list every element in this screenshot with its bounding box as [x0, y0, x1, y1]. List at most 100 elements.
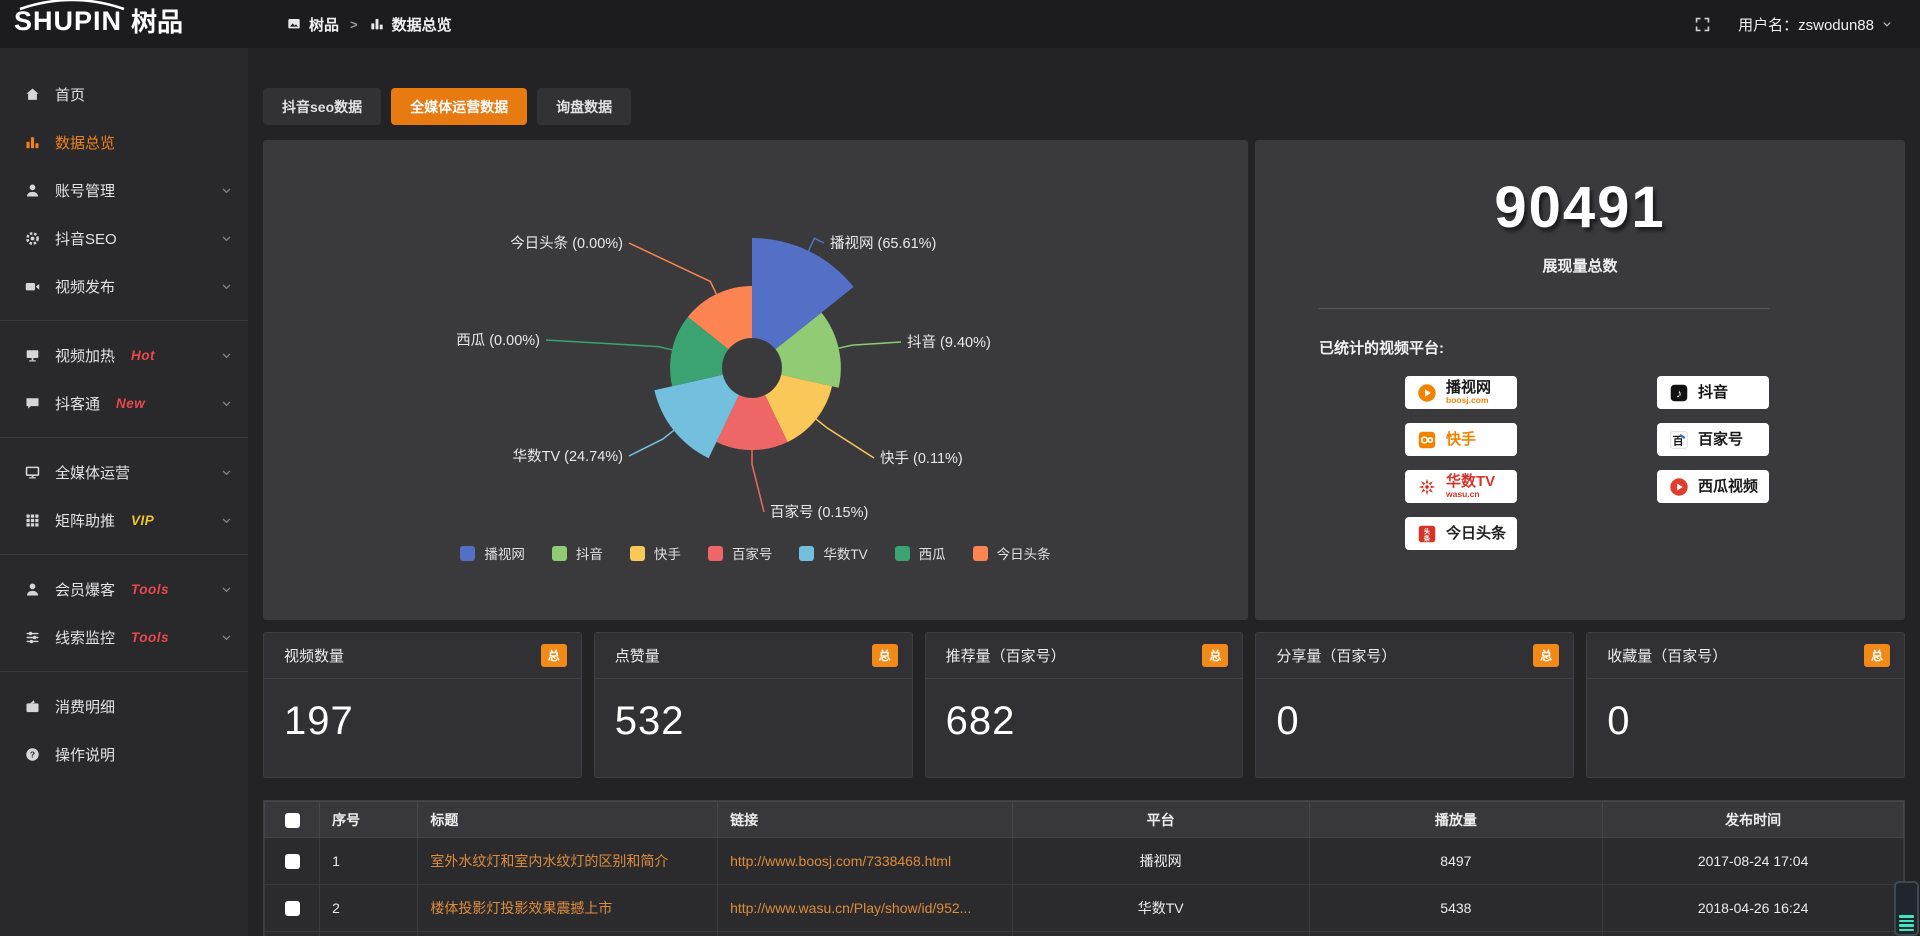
pie-slice-西瓜[interactable] [670, 316, 729, 387]
platform-badge-toutiao: 头条今日头条 [1405, 517, 1518, 550]
toutiao-logo: 头条 [1416, 523, 1438, 545]
pie-label: 今日头条 (0.00%) [510, 235, 623, 252]
stat-card-点赞量: 点赞量 总 532 [593, 632, 913, 778]
stat-card-label: 收藏量（百家号） [1607, 648, 1728, 665]
platform-domain: boosj.com [1446, 394, 1489, 405]
table-header-链接: 链接 [717, 801, 1013, 838]
pie-slice-百家号[interactable] [716, 395, 788, 451]
breadcrumb-item[interactable]: 树品 [286, 14, 339, 35]
logo-text-cn: 树品 [131, 6, 184, 37]
chevron-down-icon [219, 630, 234, 645]
platform-share-chart-panel: 播视网 (65.61%) 抖音 (9.40%) 快手 (0.11%) 百家号 (0.1… [263, 140, 1248, 620]
sidebar-item-video-heat[interactable]: 视频加热 Hot [0, 331, 248, 379]
pie-slice-华数TV[interactable] [654, 374, 739, 459]
chevron-down-icon [219, 279, 234, 294]
legend-item-今日头条[interactable]: 今日头条 [972, 543, 1051, 563]
legend-item-西瓜[interactable]: 西瓜 [894, 543, 946, 563]
summary-divider [1319, 308, 1769, 309]
videos-table: 序号 标题 链接 平台 播放量 发布时间 1 室外水纹灯和室内水纹灯的区别和简介 http://… [263, 800, 1905, 936]
sidebar-item-label: 数据总览 [55, 134, 116, 152]
cell-index: 2 [319, 884, 419, 932]
breadcrumb-item[interactable]: 数据总览 [369, 14, 452, 35]
xigua-logo [1668, 476, 1690, 498]
user-menu[interactable]: 用户名：zswodun88 [1738, 14, 1894, 35]
platforms-title: 已统计的视频平台: [1319, 340, 1444, 357]
tab-询盘数据[interactable]: 询盘数据 [537, 88, 632, 125]
legend-label: 快手 [653, 547, 681, 562]
pie-slice-快手[interactable] [765, 374, 832, 442]
sidebar-item-label: 消费明细 [55, 698, 116, 716]
select-all-checkbox-cell [263, 801, 321, 838]
pie-slice-播视网[interactable] [752, 238, 854, 350]
legend-item-百家号[interactable]: 百家号 [707, 543, 773, 563]
table-header-标题: 标题 [417, 801, 719, 838]
sidebar-item-matrix-boost[interactable]: 矩阵助推 VIP [0, 496, 248, 544]
app-icon [286, 16, 302, 32]
select-all-checkbox[interactable] [284, 812, 300, 828]
video-title-link[interactable]: 楼体投影灯投影效果震撼上市 [430, 900, 613, 916]
sidebar-item-account-manage[interactable]: 账号管理 [0, 166, 248, 214]
sidebar-item-member-leads[interactable]: 会员爆客 Tools [0, 565, 248, 613]
pie-label-line [751, 450, 765, 513]
svg-text:头: 头 [1424, 526, 1431, 535]
impressions-total-value: 90491 [1494, 175, 1666, 240]
breadcrumb: 树品 > 数据总览 [286, 14, 452, 35]
legend-item-华数TV[interactable]: 华数TV [799, 543, 868, 563]
sidebar-item-douketong[interactable]: 抖客通 New [0, 379, 248, 427]
legend-item-快手[interactable]: 快手 [629, 543, 681, 563]
sidebar-divider [0, 320, 248, 321]
pie-label-line [628, 429, 675, 457]
video-url-link[interactable]: http://www.wasu.cn/Play/show/id/952... [730, 900, 972, 916]
stat-card-label: 点赞量 [614, 648, 660, 665]
chevron-down-icon [219, 183, 234, 198]
breadcrumb-separator: > [350, 16, 358, 32]
stat-card-收藏量（百家号）: 收藏量（百家号） 总 0 [1586, 632, 1905, 778]
baijiahao-logo: 百 [1668, 429, 1690, 451]
legend-item-播视网[interactable]: 播视网 [460, 543, 525, 563]
pie-label-line [545, 339, 673, 351]
pie-slice-抖音[interactable] [775, 312, 841, 388]
stat-card-分享量（百家号）: 分享量（百家号） 总 0 [1255, 632, 1575, 778]
wallet-icon [24, 698, 41, 715]
pie-label-line [815, 418, 875, 459]
row-checkbox[interactable] [284, 854, 300, 870]
member-icon [24, 581, 41, 598]
sidebar-item-douyin-seo[interactable]: 抖音SEO [0, 214, 248, 262]
gear-icon [24, 230, 41, 247]
video-url-link[interactable]: http://www.boosj.com/7338468.html [730, 853, 952, 869]
stat-card-value: 197 [284, 699, 354, 743]
sidebar-item-help[interactable]: ? 操作说明 [0, 730, 248, 778]
sidebar-item-badge: New [116, 395, 146, 411]
chevron-down-icon [219, 465, 234, 480]
stat-card-label: 推荐量（百家号） [945, 648, 1066, 665]
table-header-发布时间: 发布时间 [1602, 801, 1904, 838]
legend-label: 播视网 [484, 547, 525, 562]
sidebar-item-clue-monitor[interactable]: 线索监控 Tools [0, 613, 248, 661]
sidebar-item-label: 会员爆客 [55, 581, 116, 599]
platform-name: 播视网 [1446, 379, 1492, 397]
sidebar-item-consume-detail[interactable]: 消费明细 [0, 682, 248, 730]
legend-item-抖音[interactable]: 抖音 [551, 543, 603, 563]
pie-slice-今日头条[interactable] [687, 286, 752, 350]
legend-label: 今日头条 [996, 547, 1051, 562]
legend-label: 百家号 [731, 547, 773, 562]
fullscreen-icon[interactable] [1693, 15, 1712, 34]
cell-published: 2017-08-24 17:04 [1602, 837, 1904, 885]
overview-panels: 播视网 (65.61%) 抖音 (9.40%) 快手 (0.11%) 百家号 (0.1… [263, 140, 1905, 620]
video-icon [24, 278, 41, 295]
screen-icon [24, 347, 41, 364]
video-title-link[interactable]: 室外水纹灯和室内水纹灯的区别和简介 [430, 853, 669, 869]
legend-swatch [894, 545, 910, 561]
sidebar-item-home[interactable]: 首页 [0, 70, 248, 118]
platform-name: 西瓜视频 [1698, 477, 1759, 495]
tab-抖音seo数据[interactable]: 抖音seo数据 [263, 88, 382, 125]
home-icon [24, 86, 41, 103]
row-checkbox[interactable] [284, 901, 300, 917]
tab-全媒体运营数据[interactable]: 全媒体运营数据 [391, 88, 528, 125]
sidebar-item-video-publish[interactable]: 视频发布 [0, 262, 248, 310]
total-badge: 总 [1863, 644, 1890, 667]
sidebar-item-data-overview[interactable]: 数据总览 [0, 118, 248, 166]
browser-extension-widget[interactable] [1894, 881, 1919, 936]
sidebar-item-omni-media[interactable]: 全媒体运营 [0, 448, 248, 496]
sidebar-item-label: 矩阵助推 [55, 512, 116, 530]
